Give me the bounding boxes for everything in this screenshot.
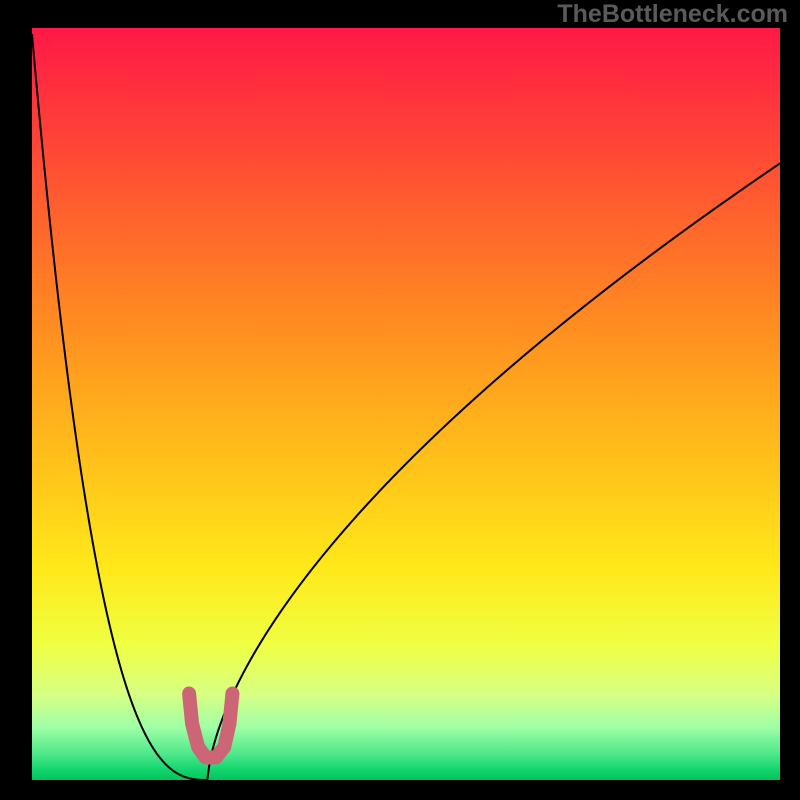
chart-frame: TheBottleneck.com: [0, 0, 800, 800]
watermark-text: TheBottleneck.com: [557, 0, 788, 29]
plot-area: [32, 28, 780, 780]
chart-svg: [32, 28, 780, 780]
chart-background: [32, 28, 780, 780]
